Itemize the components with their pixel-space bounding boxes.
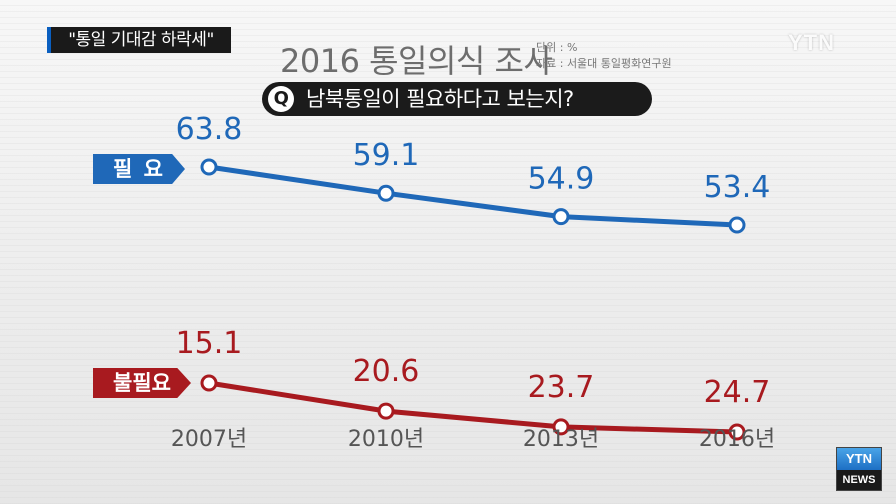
ytn-watermark-logo: YTN <box>788 30 835 55</box>
x-tick-label-3: 2016년 <box>699 427 775 452</box>
ytn-news-badge: YTN NEWS <box>836 447 882 491</box>
data-point-0-0 <box>200 158 218 176</box>
data-label-0-0: 63.8 <box>176 112 243 147</box>
series-line-0 <box>206 164 740 228</box>
data-point-0-2 <box>552 208 570 226</box>
data-label-1-2: 23.7 <box>528 370 595 405</box>
data-point-1-2 <box>552 418 570 436</box>
data-point-1-3 <box>728 423 746 441</box>
headline-caption: "통일 기대감 하락세" <box>47 27 231 53</box>
series-label-noneed: 불필요 <box>93 368 191 398</box>
series-line-1 <box>206 380 740 435</box>
ytn-badge-bottom: NEWS <box>842 474 876 486</box>
question-banner: Q 남북통일이 필요하다고 보는지? <box>262 82 652 116</box>
q-icon: Q <box>268 86 294 112</box>
x-tick-label-2: 2013년 <box>523 427 599 452</box>
data-label-1-1: 20.6 <box>353 354 420 389</box>
x-tick-label-1: 2010년 <box>348 427 424 452</box>
series-label-need: 필 요 <box>93 154 185 184</box>
ytn-badge-top: YTN <box>837 448 881 470</box>
x-tick-label-0: 2007년 <box>171 427 247 452</box>
data-label-0-2: 54.9 <box>528 162 595 197</box>
data-label-1-0: 15.1 <box>176 326 243 361</box>
chart-title: 2016 통일의식 조사 <box>280 42 553 80</box>
data-label-0-1: 59.1 <box>353 138 420 173</box>
unit-note: 단위 : % <box>536 41 578 54</box>
data-label-0-3: 53.4 <box>704 170 771 205</box>
data-point-1-0 <box>200 374 218 392</box>
data-label-1-3: 24.7 <box>704 375 771 410</box>
chart-meta: 단위 : % 자료 : 서울대 통일평화연구원 <box>536 40 672 72</box>
question-text: 남북통일이 필요하다고 보는지? <box>306 87 574 111</box>
source-note: 자료 : 서울대 통일평화연구원 <box>536 57 672 70</box>
data-point-0-3 <box>728 216 746 234</box>
data-point-0-1 <box>377 184 395 202</box>
data-point-1-1 <box>377 402 395 420</box>
